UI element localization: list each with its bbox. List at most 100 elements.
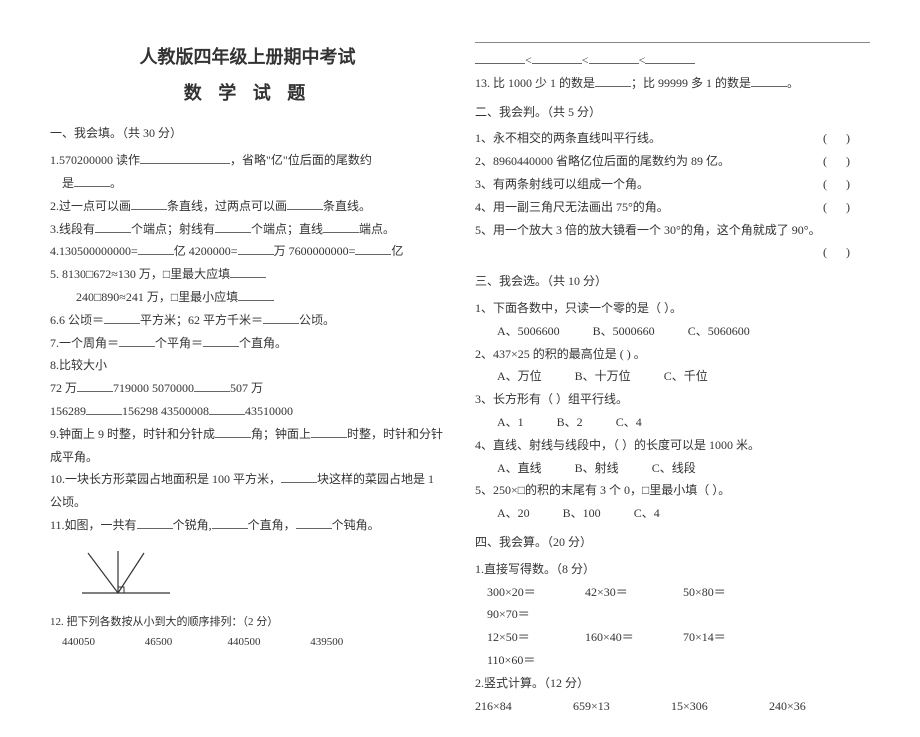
q12: 12. 把下列各数按从小到大的顺序排列：（2 分） (50, 612, 445, 633)
q13: 13. 比 1000 少 1 的数是；比 99999 多 1 的数是。 (475, 72, 870, 95)
q13a: 13. 比 1000 少 1 的数是 (475, 76, 595, 90)
q4c: 万 7600000000= (274, 244, 356, 258)
blank (215, 425, 251, 438)
c2-opts: A、万位 B、十万位 C、千位 (475, 365, 870, 388)
q8: 8.比较大小 (50, 354, 445, 377)
q3: 3.线段有个端点；射线有个端点；直线端点。 (50, 218, 445, 241)
left-column: 人教版四年级上册期中考试 数 学 试 题 一、我会填。（共 30 分） 1.57… (50, 40, 445, 717)
section-1-heading: 一、我会填。（共 30 分） (50, 122, 445, 145)
j2-text: 2、8960440000 省略亿位后面的尾数约为 89 亿。 (475, 154, 730, 168)
q8b: 719000 5070000 (113, 381, 194, 395)
blank (203, 334, 239, 347)
j4: 4、用一副三角尺无法画出 75°的角。 ( ) (475, 196, 870, 219)
angle-diagram (70, 543, 445, 606)
q3a: 3.线段有 (50, 222, 95, 236)
c2c: C、千位 (664, 369, 708, 383)
order-line: <<< (475, 49, 870, 72)
q2b: 条直线，过两点可以画 (167, 199, 287, 213)
paren: ( ) (823, 173, 858, 196)
q6b: 平方米；62 平方千米＝ (140, 313, 263, 327)
paren: ( ) (823, 127, 858, 150)
section-4-heading: 四、我会算。（20 分） (475, 531, 870, 554)
c4b: B、射线 (575, 461, 619, 475)
r2b: 160×40＝ (585, 626, 680, 649)
c2a: A、万位 (497, 369, 542, 383)
c1: 1、下面各数中，只读一个零的是（ ）。 (475, 297, 870, 320)
q4a: 4.130500000000= (50, 244, 138, 258)
r1c: 50×80＝ (683, 581, 778, 604)
q1: 1.570200000 读作，省略"亿"位后面的尾数约 (50, 149, 445, 172)
v4: 240×36 (769, 695, 864, 718)
q8f: 43510000 (245, 404, 293, 418)
blank (209, 402, 245, 415)
q4: 4.130500000000=亿 4200000=万 7600000000=亿 (50, 240, 445, 263)
j4-text: 4、用一副三角尺无法画出 75°的角。 (475, 200, 669, 214)
c5: 5、250×□的积的末尾有 3 个 0，□里最小填（ ）。 (475, 479, 870, 502)
q8a: 72 万 (50, 381, 77, 395)
q8c: 507 万 (230, 381, 263, 395)
q13c: 。 (787, 76, 799, 90)
blank (230, 265, 266, 278)
blank (263, 311, 299, 324)
blank (355, 242, 391, 255)
lt2: < (582, 53, 589, 67)
r2c: 70×14＝ (683, 626, 778, 649)
blank (589, 51, 639, 64)
section-2-heading: 二、我会判。（共 5 分） (475, 101, 870, 124)
c4-opts: A、直线 B、射线 C、线段 (475, 457, 870, 480)
q9a: 9.钟面上 9 时整，时针和分针成 (50, 427, 215, 441)
paren: ( ) (823, 241, 858, 264)
blank (86, 402, 122, 415)
q11b: 个锐角, (173, 518, 212, 532)
blank (137, 516, 173, 529)
c3-opts: A、1 B、2 C、4 (475, 411, 870, 434)
r1a: 300×20＝ (487, 581, 582, 604)
q8-row1: 72 万 719000 5070000 507 万 (50, 377, 445, 400)
c1c: C、5060600 (688, 324, 750, 338)
paren: ( ) (823, 196, 858, 219)
exam-page: 人教版四年级上册期中考试 数 学 试 题 一、我会填。（共 30 分） 1.57… (0, 0, 920, 737)
lt3: < (639, 53, 646, 67)
q5a-line: 5. 8130□672≈130 万，□里最大应填 (50, 263, 445, 286)
j3: 3、有两条射线可以组成一个角。( ) (475, 173, 870, 196)
c3: 3、长方形有（ ）组平行线。 (475, 388, 870, 411)
c5a: A、20 (497, 506, 530, 520)
q8e: 156298 43500008 (122, 404, 209, 418)
q7c: 个直角。 (239, 336, 287, 350)
blank (212, 516, 248, 529)
c3a: A、1 (497, 415, 524, 429)
blank (645, 51, 695, 64)
calc1: 1.直接写得数。（8 分） (475, 558, 870, 581)
q7b: 个平角＝ (155, 336, 203, 350)
q7a: 7.一个周角＝ (50, 336, 119, 350)
blank (95, 220, 131, 233)
q3c: 个端点；直线 (251, 222, 323, 236)
q11c: 个直角， (248, 518, 296, 532)
title-sub: 数 学 试 题 (50, 76, 445, 110)
q6a: 6.6 公顷＝ (50, 313, 104, 327)
blank (77, 379, 113, 392)
q5b: 240□890≈241 万，□里最小应填 (76, 290, 238, 304)
q2c: 条直线。 (323, 199, 371, 213)
j5: 5、用一个放大 3 倍的放大镜看一个 30°的角，这个角就成了 90°。 (475, 219, 870, 242)
q3b: 个端点；射线有 (131, 222, 215, 236)
v2: 659×13 (573, 695, 668, 718)
c4c: C、线段 (652, 461, 696, 475)
blank (194, 379, 230, 392)
c1a: A、5006600 (497, 324, 560, 338)
blank (532, 51, 582, 64)
j1-text: 1、永不相交的两条直线叫平行线。 (475, 131, 661, 145)
c4: 4、直线、射线与线段中，（ ）的长度可以是 1000 米。 (475, 434, 870, 457)
q8d: 156289 (50, 404, 86, 418)
q11: 11.如图，一共有个锐角,个直角，个钝角。 (50, 514, 445, 537)
paren: ( ) (823, 150, 858, 173)
blank (287, 197, 323, 210)
blank (238, 242, 274, 255)
blank (323, 220, 359, 233)
vertical-row: 216×84 659×13 15×306 240×36 (475, 695, 870, 718)
q2: 2.过一点可以画条直线，过两点可以画条直线。 (50, 195, 445, 218)
blank (215, 220, 251, 233)
c5b: B、100 (563, 506, 601, 520)
q1c: 是 (62, 176, 74, 190)
q1c-line: 是。 (50, 172, 445, 195)
